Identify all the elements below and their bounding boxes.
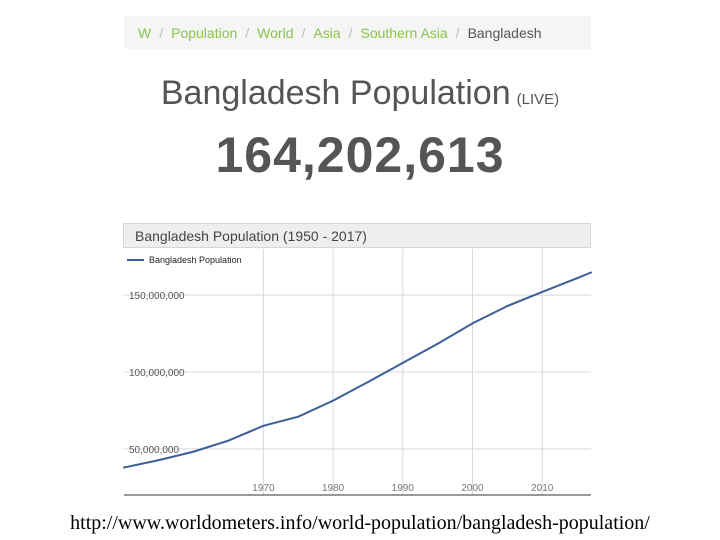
y-tick-label: 100,000,000: [129, 368, 185, 379]
data-point: [590, 271, 592, 274]
data-point: [262, 424, 265, 427]
data-point: [436, 342, 439, 345]
x-tick-label: 2010: [531, 483, 554, 494]
data-point: [157, 459, 160, 462]
x-tick-label: 1980: [322, 483, 345, 494]
x-tick-label: 2000: [461, 483, 484, 494]
breadcrumb: W / Population / World / Asia / Southern…: [124, 16, 591, 49]
breadcrumb-link-world[interactable]: World: [257, 24, 294, 41]
breadcrumb-separator: /: [455, 24, 460, 41]
breadcrumb-link-home[interactable]: W: [138, 24, 152, 41]
data-point: [332, 399, 335, 402]
data-point: [471, 322, 474, 325]
data-point: [227, 439, 230, 442]
source-url[interactable]: http://www.worldometers.info/world-popul…: [70, 512, 650, 534]
data-point: [192, 450, 195, 453]
x-tick-label: 1970: [252, 483, 275, 494]
page-title: Bangladesh Population: [160, 74, 511, 112]
breadcrumb-separator: /: [159, 24, 164, 41]
live-tag: (LIVE): [516, 91, 560, 108]
legend-label: Bangladesh Population: [149, 255, 242, 265]
x-tick-label: 1990: [392, 483, 415, 494]
data-point: [123, 466, 125, 469]
breadcrumb-separator: /: [301, 24, 306, 41]
data-point: [576, 277, 579, 280]
page-title-row: Bangladesh Population (LIVE): [0, 74, 720, 113]
population-counter: 164,202,613: [215, 127, 505, 183]
data-point: [401, 361, 404, 364]
data-point: [366, 380, 369, 383]
data-point: [506, 305, 509, 308]
breadcrumb-separator: /: [348, 24, 353, 41]
y-tick-label: 50,000,000: [129, 445, 179, 456]
data-point: [297, 415, 300, 418]
chart-title: Bangladesh Population (1950 - 2017): [123, 223, 591, 248]
breadcrumb-current: Bangladesh: [467, 24, 542, 41]
breadcrumb-separator: /: [245, 24, 250, 41]
breadcrumb-link-population[interactable]: Population: [171, 24, 238, 41]
y-tick-label: 150,000,000: [129, 291, 185, 302]
series-line: [123, 271, 592, 469]
breadcrumb-link-asia[interactable]: Asia: [313, 24, 341, 41]
data-point: [541, 290, 544, 293]
breadcrumb-link-southern-asia[interactable]: Southern Asia: [360, 24, 448, 41]
